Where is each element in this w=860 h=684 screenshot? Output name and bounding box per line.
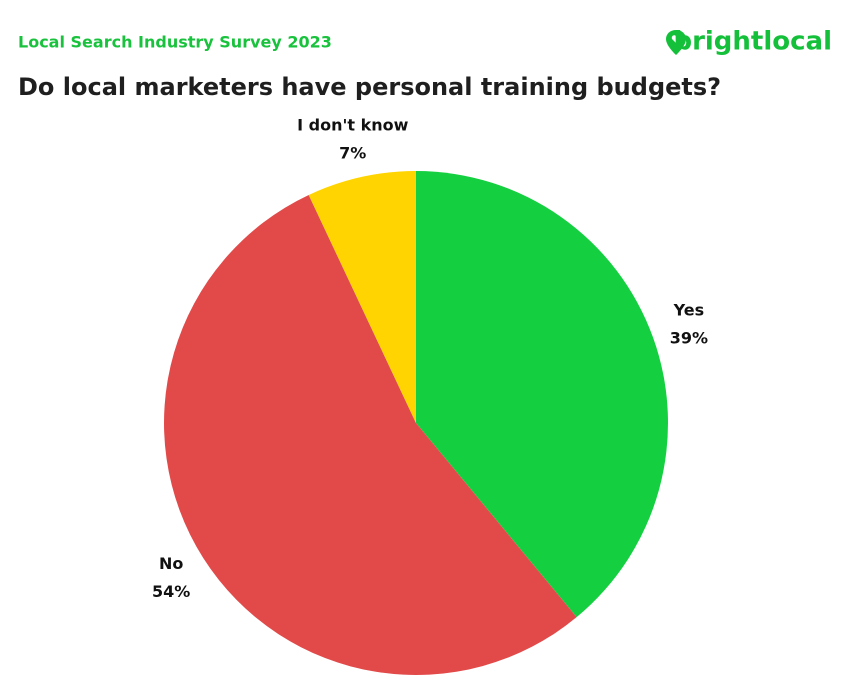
pie-slice bbox=[416, 171, 669, 618]
brand-name: brightlocal bbox=[673, 27, 832, 57]
brand-logo: brightlocal bbox=[666, 27, 832, 57]
value-label: 54% bbox=[152, 582, 190, 601]
value-label: 7% bbox=[339, 143, 366, 162]
slice-label: I don't know bbox=[297, 115, 409, 134]
value-label: 39% bbox=[670, 328, 708, 347]
slice-label: No bbox=[159, 554, 183, 573]
slice-label: Yes bbox=[673, 300, 705, 319]
pie-slice bbox=[164, 194, 577, 675]
chart-title: Do local marketers have personal trainin… bbox=[18, 73, 721, 101]
pie-slice bbox=[308, 171, 416, 423]
logo-heart bbox=[671, 35, 681, 43]
chart-subtitle: Local Search Industry Survey 2023 bbox=[18, 33, 332, 52]
